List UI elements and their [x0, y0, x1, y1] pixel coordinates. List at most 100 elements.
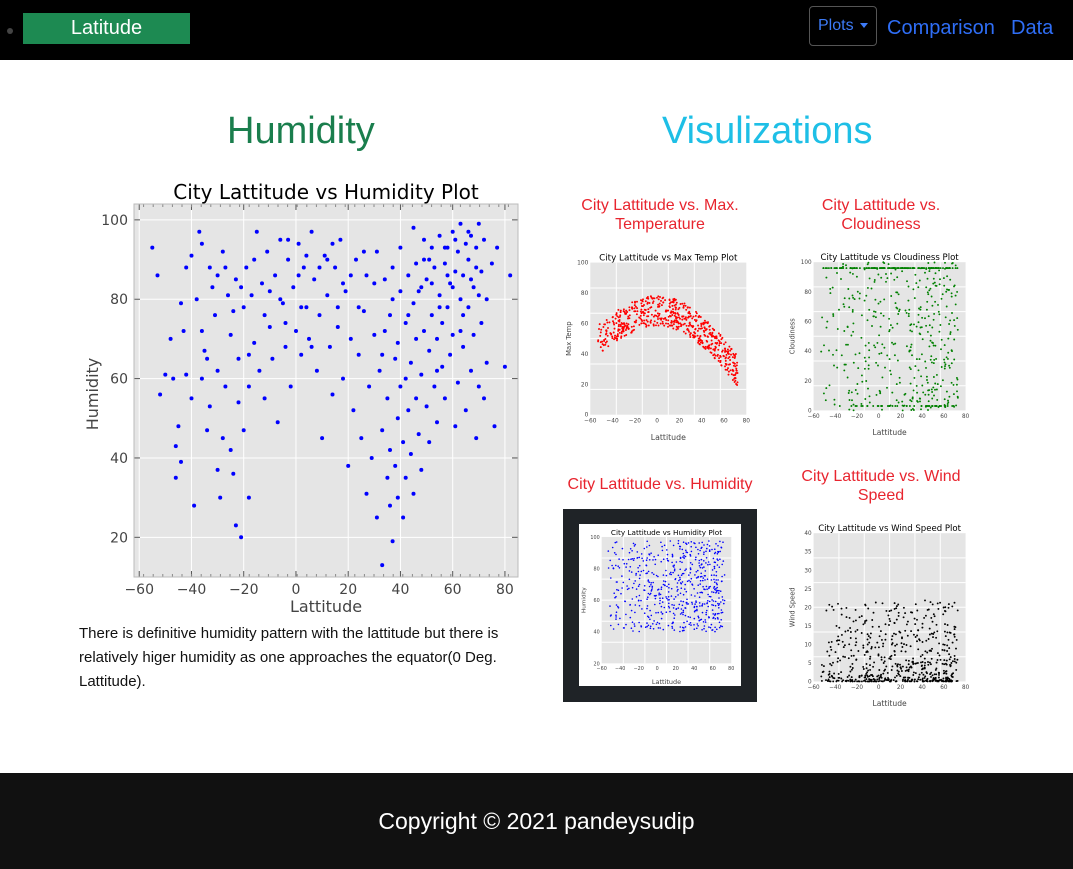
thumb-point: [640, 312, 643, 315]
nav-link-data[interactable]: Data: [1011, 17, 1054, 39]
thumb-point: [663, 606, 666, 609]
thumb-point: [849, 631, 852, 633]
thumb-point: [679, 630, 681, 633]
thumb-point: [832, 676, 835, 679]
thumb-point: [727, 353, 730, 355]
thumb-point: [873, 678, 876, 681]
thumb-point: [858, 675, 861, 677]
thumb-point: [734, 376, 736, 379]
thumb-point: [691, 317, 694, 320]
data-point: [455, 249, 460, 254]
thumb-point: [844, 363, 847, 366]
thumb-humidity-frame[interactable]: City Lattitude vs Humidity Plot Lattitude…: [563, 509, 757, 702]
thumb-point: [712, 600, 715, 602]
thumb-x-tick: 20: [676, 419, 684, 425]
thumb-point: [713, 585, 716, 588]
data-point: [445, 273, 450, 278]
thumb-point: [934, 388, 936, 391]
data-point: [466, 257, 471, 262]
thumb-point: [631, 598, 634, 600]
thumb-caption-cloudiness[interactable]: City Lattitude vs. Cloudiness: [821, 197, 941, 233]
thumb-point: [840, 633, 843, 636]
thumb-point: [640, 308, 643, 311]
thumb-point: [954, 294, 957, 297]
thumb-wind-speed-plot[interactable]: City Lattitude vs Wind Speed PlotLattitu…: [787, 518, 977, 708]
thumb-humidity-plot[interactable]: City Lattitude vs Humidity PlotLattitude…: [579, 524, 741, 686]
thumb-point: [697, 548, 699, 551]
thumb-max-temp-plot[interactable]: City Lattitude vs Max Temp PlotLattitude…: [563, 247, 758, 442]
thumb-point: [653, 603, 656, 606]
data-point: [239, 535, 244, 540]
thumb-point: [930, 267, 933, 270]
thumb-caption-humidity[interactable]: City Lattitude vs. Humidity: [567, 476, 753, 493]
thumb-point: [638, 630, 641, 633]
thumb-point: [698, 602, 701, 604]
thumb-point: [705, 550, 707, 553]
thumb-point: [842, 265, 844, 268]
thumb-point: [903, 267, 906, 270]
thumb-point: [942, 267, 944, 270]
thumb-point: [679, 317, 681, 320]
thumb-point: [865, 667, 868, 670]
brand-link[interactable]: Latitude: [23, 13, 190, 44]
data-point: [406, 313, 411, 318]
thumb-x-tick: 80: [743, 419, 751, 425]
thumb-point: [665, 549, 668, 551]
thumb-point: [935, 357, 938, 360]
thumb-point: [634, 321, 637, 324]
thumb-point: [693, 623, 695, 626]
thumb-point: [860, 402, 863, 405]
thumb-point: [616, 315, 619, 318]
thumb-point: [938, 654, 941, 657]
thumb-point: [841, 680, 844, 683]
thumb-cloudiness-plot[interactable]: City Lattitude vs Cloudiness PlotLattitu…: [787, 247, 977, 437]
nav-link-comparison[interactable]: Comparison: [887, 17, 995, 39]
thumb-point: [703, 551, 705, 554]
thumb-point: [916, 640, 918, 643]
thumb-point: [927, 663, 930, 666]
thumb-point: [656, 315, 659, 318]
thumb-point: [687, 324, 690, 327]
thumb-point: [724, 349, 727, 352]
thumb-point: [693, 318, 696, 321]
thumb-point: [921, 267, 924, 270]
thumb-point: [828, 670, 831, 673]
thumb-point: [920, 665, 923, 667]
thumb-point: [695, 556, 697, 559]
thumb-point: [695, 627, 698, 630]
plots-dropdown-button[interactable]: Plots: [809, 6, 877, 46]
nav-toggle-dot[interactable]: [7, 28, 13, 34]
data-point: [246, 384, 251, 389]
thumb-point: [919, 308, 922, 311]
thumb-point: [849, 680, 852, 683]
thumb-caption-wind-speed[interactable]: City Lattitude vs. Wind Speed: [801, 468, 961, 504]
data-point: [207, 265, 212, 270]
data-point: [351, 408, 356, 413]
thumb-point: [932, 267, 935, 270]
thumb-point: [651, 587, 654, 589]
thumb-point: [684, 626, 687, 628]
thumb-point: [618, 331, 621, 334]
thumb-point: [827, 267, 830, 270]
thumb-point: [660, 560, 663, 563]
thumb-point: [893, 267, 896, 270]
thumb-point: [649, 618, 651, 621]
thumb-caption-max-temp[interactable]: City Lattitude vs. Max. Temperature: [581, 197, 739, 233]
thumb-point: [948, 680, 951, 683]
data-point: [173, 475, 178, 480]
thumb-point: [617, 329, 620, 332]
thumb-point: [664, 317, 667, 320]
thumb-point: [681, 315, 684, 318]
thumb-point: [917, 267, 920, 270]
thumb-point: [910, 630, 913, 633]
thumb-point: [667, 325, 669, 328]
thumb-point: [722, 602, 725, 605]
thumb-point: [632, 559, 635, 562]
thumb-point: [897, 293, 900, 296]
thumb-point: [943, 284, 946, 287]
thumb-point: [833, 364, 835, 367]
thumb-point: [625, 613, 627, 616]
thumb-point: [629, 547, 632, 550]
thumb-point: [676, 590, 679, 592]
